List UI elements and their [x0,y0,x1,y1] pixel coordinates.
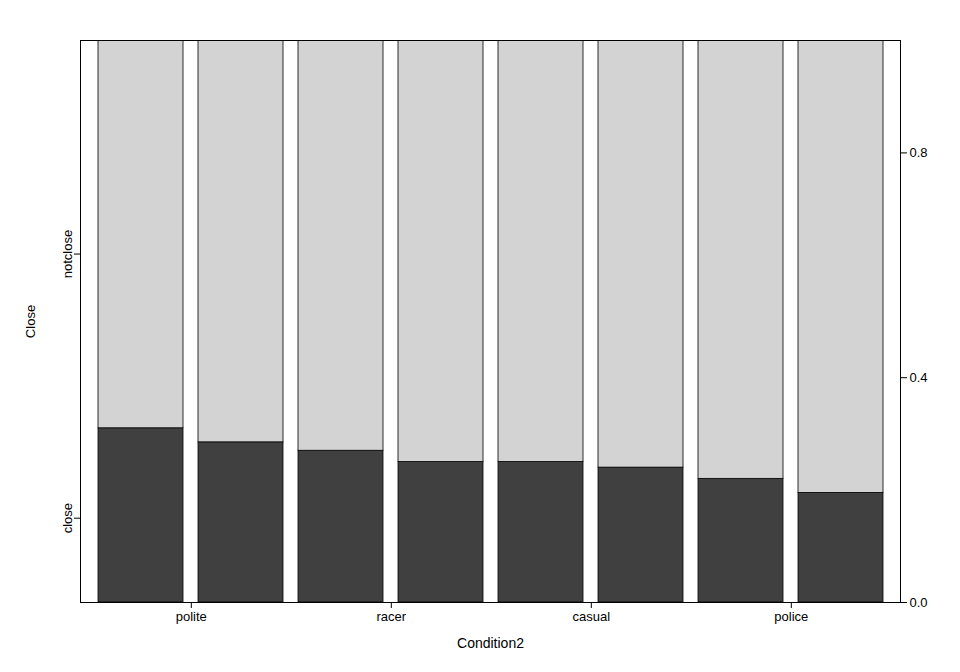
svg-text:notclose: notclose [60,230,75,278]
svg-text:Condition2: Condition2 [457,635,524,651]
svg-text:police: police [774,609,808,624]
svg-text:racer: racer [376,609,406,624]
svg-text:0.8: 0.8 [910,145,928,160]
svg-text:polite: polite [176,609,207,624]
svg-text:0.0: 0.0 [910,595,928,610]
svg-text:Close: Close [23,305,38,338]
svg-text:casual: casual [573,609,611,624]
svg-text:close: close [60,503,75,533]
svg-text:0.4: 0.4 [910,370,928,385]
